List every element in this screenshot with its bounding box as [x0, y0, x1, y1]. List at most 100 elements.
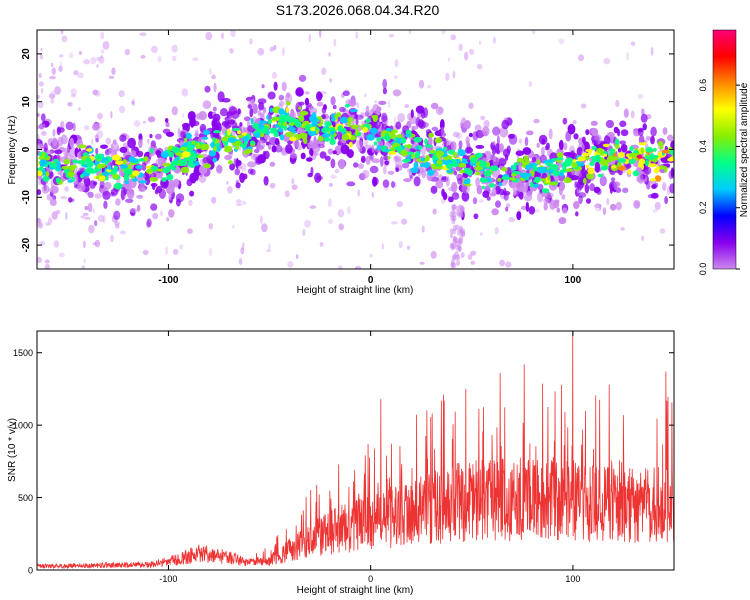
spectrogram-band-cell — [613, 181, 619, 191]
spectrogram-noise-cell — [329, 78, 332, 83]
spectrogram-band-cell — [87, 202, 93, 213]
spectrogram-band-cell — [332, 104, 337, 110]
spectrogram-band-cell — [513, 190, 517, 196]
spectrogram-noise-cell — [652, 209, 658, 213]
spectrogram-noise-cell — [69, 52, 74, 59]
spectrogram-noise-cell — [421, 225, 425, 233]
spectrogram-band-cell — [138, 133, 142, 141]
spectrogram-noise-cell — [330, 174, 337, 179]
spectrogram-band-cell — [585, 129, 590, 136]
spectrogram-core-cell — [102, 171, 110, 177]
spectrogram-core-cell — [303, 138, 308, 144]
spectrogram-band-cell — [662, 182, 667, 192]
spectrogram-core-cell — [243, 150, 250, 155]
spectrogram-core-cell — [490, 165, 499, 172]
spectrogram-band-cell — [310, 166, 314, 176]
spectrogram-band-cell — [213, 82, 217, 93]
spectrogram-band-cell — [420, 144, 427, 156]
spectrogram-core-cell — [285, 131, 294, 138]
spectrogram-noise-cell — [40, 87, 44, 94]
spectrogram-band-cell — [533, 118, 540, 124]
spectrogram-band-cell — [127, 137, 136, 149]
spectrogram-band-cell — [591, 128, 599, 137]
spectrogram-noise-cell — [606, 197, 610, 206]
spectrogram-core-cell — [600, 159, 609, 166]
spectrogram-band-cell — [519, 180, 527, 186]
spectrogram-band-cell — [501, 119, 510, 130]
spectrogram-band-cell — [620, 144, 628, 152]
spectrogram-noise-cell — [506, 203, 511, 208]
spectrogram-noise-cell — [478, 40, 482, 46]
spectrogram-noise-cell — [630, 41, 636, 46]
spectrogram-band-cell — [669, 183, 674, 194]
spectrogram-core-cell — [213, 145, 217, 152]
snr-y-tick-label: 0 — [28, 566, 33, 576]
spectrogram-core-cell — [577, 166, 583, 171]
spectrogram-core-cell — [384, 135, 391, 142]
spectrogram-core-cell — [590, 155, 600, 160]
spectrogram-core-cell — [166, 173, 174, 181]
spectrogram-band-cell — [468, 132, 473, 138]
spectrogram-noise-cell — [96, 63, 99, 68]
spectrogram-plot-area — [37, 30, 674, 269]
spectrogram-core-cell — [424, 138, 428, 145]
spectrogram-band-cell — [102, 190, 111, 200]
spectrogram-noise-cell — [319, 241, 324, 247]
spectrogram-noise-cell — [398, 241, 403, 249]
spectrogram-band-cell — [415, 105, 425, 114]
spectrogram-core-cell — [234, 140, 242, 147]
spectrogram-core-cell — [209, 150, 216, 157]
spectrogram-noise-cell — [347, 206, 351, 215]
spectrogram-core-cell — [435, 150, 444, 158]
spectrogram-noise-cell — [55, 209, 61, 215]
spectrogram-band-cell — [591, 139, 598, 146]
spectrogram-band-cell — [175, 198, 181, 207]
spectrogram-band-cell — [193, 171, 197, 177]
spectrogram-y-tick-label: 10 — [21, 96, 32, 108]
spectrogram-band-cell — [37, 217, 41, 224]
spectrogram-band-cell — [371, 144, 375, 154]
spectrogram-core-cell — [42, 151, 46, 158]
spectrogram-noise-cell — [119, 105, 125, 114]
spectrogram-core-cell — [76, 160, 86, 165]
spectrogram-band-cell — [162, 128, 171, 134]
spectrogram-core-cell — [540, 178, 546, 182]
spectrogram-band-cell — [646, 181, 651, 190]
spectrogram-band-cell — [411, 125, 419, 130]
spectrogram-noise-cell — [88, 224, 95, 234]
spectrogram-core-cell — [667, 157, 674, 162]
spectrogram-noise-cell — [308, 34, 311, 43]
spectrogram-band-cell — [443, 138, 447, 147]
spectrogram-band-cell — [119, 134, 127, 142]
spectrogram-noise-cell — [371, 191, 374, 198]
spectrogram-core-cell — [653, 147, 657, 152]
spectrogram-core-cell — [254, 132, 262, 138]
spectrogram-streak-cell — [452, 235, 457, 242]
spectrogram-noise-cell — [92, 89, 98, 96]
spectrogram-band-cell — [538, 134, 548, 145]
spectrogram-band-cell — [204, 85, 211, 93]
spectrogram-core-cell — [501, 167, 508, 172]
spectrogram-y-axis-label: Frequency (Hz) — [7, 116, 18, 185]
spectrogram-core-cell — [385, 127, 392, 132]
spectrogram-noise-cell — [474, 124, 482, 132]
spectrogram-noise-cell — [182, 112, 185, 118]
spectrogram-core-cell — [135, 165, 143, 170]
spectrogram-band-cell — [395, 167, 400, 173]
spectrogram-noise-cell — [427, 84, 432, 89]
spectrogram-band-cell — [620, 129, 629, 137]
spectrogram-core-cell — [149, 177, 159, 182]
spectrogram-band-cell — [231, 110, 240, 119]
spectrogram-core-cell — [277, 128, 284, 133]
spectrogram-band-cell — [166, 217, 170, 222]
spectrogram-noise-cell — [309, 205, 317, 209]
colorbar-tick-label: 0.2 — [698, 201, 708, 214]
spectrogram-core-cell — [189, 151, 195, 158]
spectrogram-core-cell — [629, 146, 633, 151]
spectrogram-noise-cell — [508, 217, 515, 223]
spectrogram-noise-cell — [518, 138, 523, 144]
spectrogram-band-cell — [448, 196, 454, 203]
spectrogram-core-cell — [86, 160, 94, 168]
spectrogram-core-cell — [428, 132, 435, 138]
spectrogram-core-cell — [632, 170, 640, 177]
